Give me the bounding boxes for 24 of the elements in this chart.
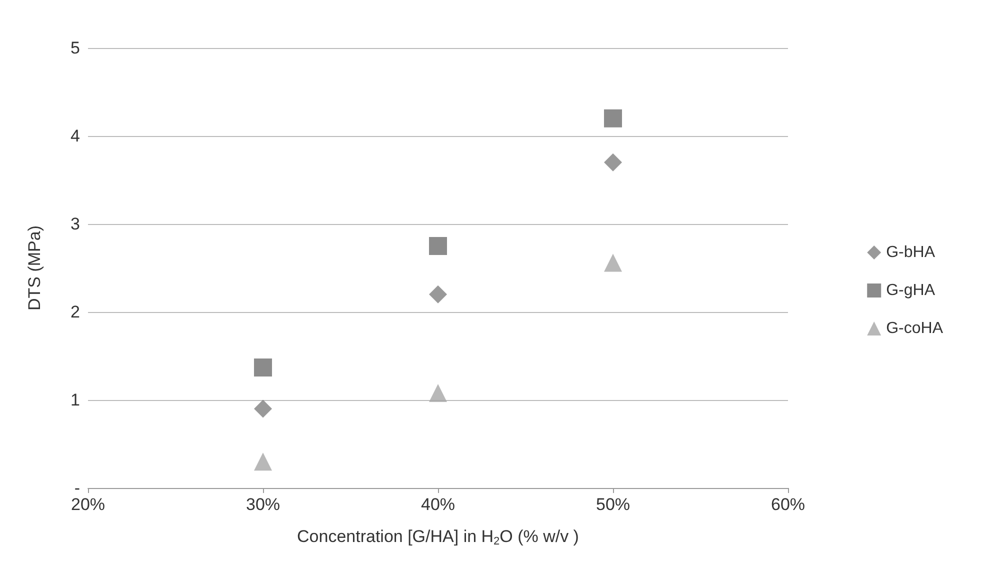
x-tick-label: 50% — [596, 495, 630, 514]
point — [254, 452, 272, 471]
x-tick-label: 30% — [246, 495, 280, 514]
y-tick-label: 2 — [70, 302, 80, 322]
point — [429, 285, 447, 304]
point — [604, 153, 622, 172]
point — [429, 384, 447, 402]
y-tick-label: 3 — [70, 214, 80, 234]
point — [604, 254, 622, 272]
legend-label: G-coHA — [886, 320, 944, 337]
y-tick-label: 5 — [70, 38, 80, 58]
x-tick-label: 40% — [420, 495, 456, 514]
legend-label: G-gHA — [886, 282, 936, 299]
y-tick-label: 4 — [70, 126, 80, 146]
point — [429, 237, 447, 255]
y-tick-label: 1 — [70, 390, 80, 410]
x-tick-label: 60% — [770, 495, 806, 514]
point — [254, 358, 272, 376]
y-axis-title: DTS (MPa) — [25, 226, 44, 310]
y-tick-label: - — [74, 478, 80, 498]
point — [254, 400, 272, 418]
point — [604, 109, 622, 128]
legend-label: G-bHA — [886, 244, 936, 261]
x-tick-label: 20% — [70, 495, 106, 514]
